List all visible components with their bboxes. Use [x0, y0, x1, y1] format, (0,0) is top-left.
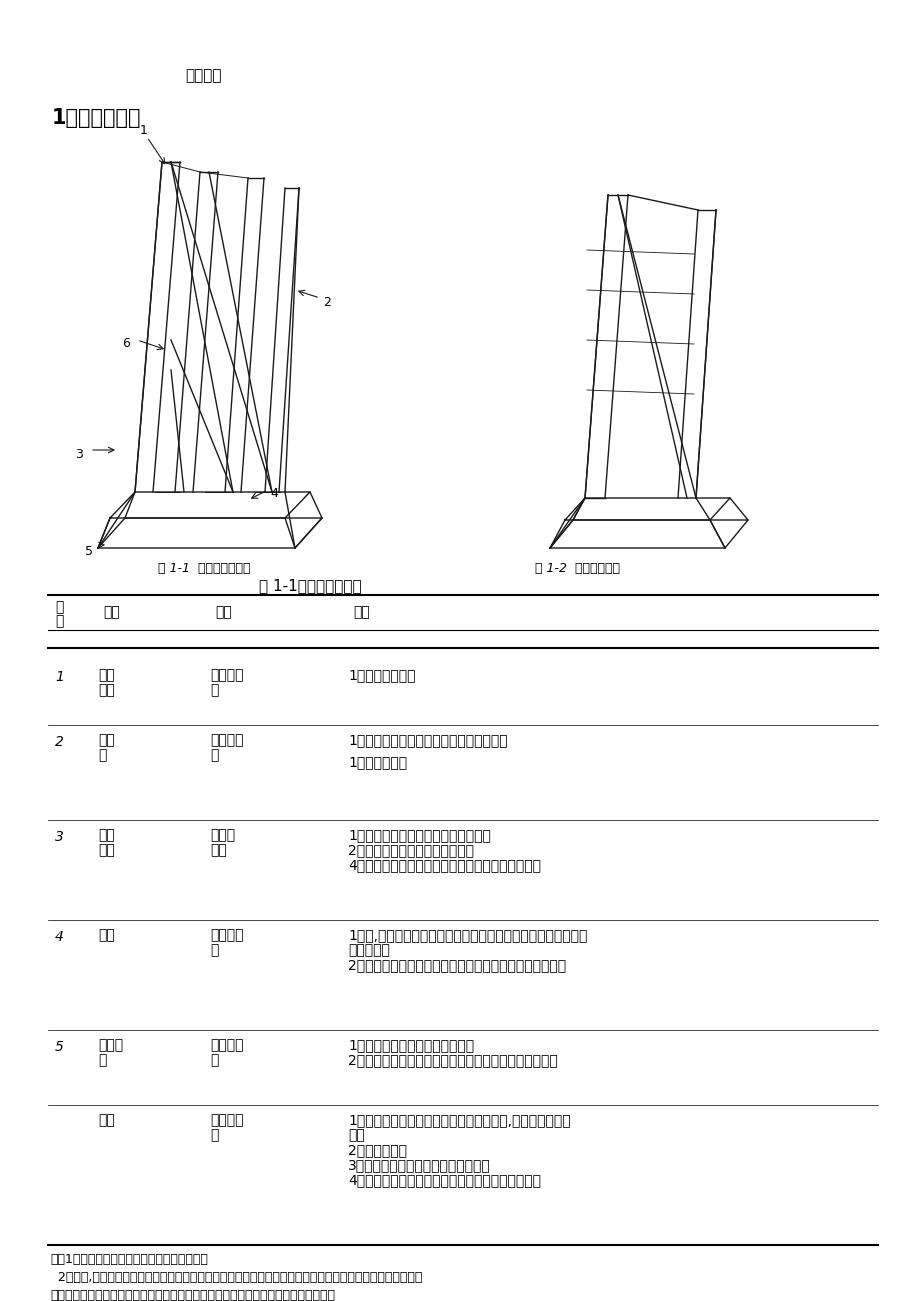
- Text: 4兜住砂土体，限制挡墙面板水平方向上的挠曲变形: 4兜住砂土体，限制挡墙面板水平方向上的挠曲变形: [347, 857, 540, 872]
- Text: 1提富面板平行于面板方向的抗压性能: 1提富面板平行于面板方向的抗压性能: [347, 827, 491, 842]
- Text: 编: 编: [55, 600, 63, 614]
- Text: 板: 板: [98, 1053, 107, 1067]
- Text: 2提供传递自斜拉筋的侧压力与砂土竖向压力的平衡载体: 2提供传递自斜拉筋的侧压力与砂土竖向压力的平衡载体: [347, 1053, 557, 1067]
- Text: 5: 5: [55, 1039, 63, 1054]
- Text: 1固沙,提高格室内沙土与格室上方沙土的摩擦力以增强挡墙底部: 1固沙,提高格室内沙土与格室上方沙土的摩擦力以增强挡墙底部: [347, 928, 586, 942]
- Text: 1承受沙土侧应力: 1承受沙土侧应力: [347, 667, 415, 682]
- Text: 4: 4: [269, 487, 278, 500]
- Text: 1: 1: [55, 670, 63, 684]
- Text: 3: 3: [75, 448, 83, 461]
- Text: 1提高面板刚度: 1提高面板刚度: [347, 755, 407, 769]
- Text: 板: 板: [210, 1128, 218, 1142]
- Text: 挡墙: 挡墙: [98, 827, 115, 842]
- Text: 灰底白: 灰底白: [210, 827, 235, 842]
- Text: 斜拉: 斜拉: [98, 732, 115, 747]
- Text: 图 1-1  挡墙整体示意图: 图 1-1 挡墙整体示意图: [158, 562, 250, 575]
- Text: 图 1-2  挡墙单元示意: 图 1-2 挡墙单元示意: [535, 562, 619, 575]
- Text: 3提高面板平行于面板方向的抗压性能: 3提高面板平行于面板方向的抗压性能: [347, 1158, 490, 1172]
- Text: 灰底白纸: 灰底白纸: [210, 928, 244, 942]
- Text: 5: 5: [85, 545, 93, 558]
- Text: 表 1-1挡墙各结构说明: 表 1-1挡墙各结构说明: [258, 578, 361, 593]
- Text: 故重要传力构件的连接处均采用白面与白面连接，如斜拉筋与板肋、格室之间的连接。: 故重要传力构件的连接处均采用白面与白面连接，如斜拉筋与板肋、格室之间的连接。: [50, 1289, 335, 1301]
- Text: 材料: 材料: [215, 605, 232, 619]
- Text: 拉筋: 拉筋: [347, 1128, 364, 1142]
- Text: 2提高面板刚度: 2提高面板刚度: [347, 1144, 406, 1157]
- Text: 名称: 名称: [103, 605, 119, 619]
- Text: 板: 板: [210, 1053, 218, 1067]
- Text: 2经测试,灰底白板纸白面之间用双面胶连接的连接强度远高于灰面与灰面之间、灰面与白面之间的连接强度，: 2经测试,灰底白板纸白面之间用双面胶连接的连接强度远高于灰面与灰面之间、灰面与白…: [50, 1271, 422, 1284]
- Text: 2: 2: [55, 735, 63, 749]
- Text: 格室: 格室: [98, 928, 115, 942]
- Text: 2与箱体产生摩擦力提供部分抗力: 2与箱体产生摩擦力提供部分抗力: [347, 843, 473, 857]
- Text: 侧板: 侧板: [98, 843, 115, 857]
- Text: 板肋: 板肋: [98, 1112, 115, 1127]
- Text: 6: 6: [122, 337, 130, 350]
- Text: 1提供挡墙面板与斜拉筋之间稳定的连接面,传递侧压力至斜: 1提供挡墙面板与斜拉筋之间稳定的连接面,传递侧压力至斜: [347, 1112, 570, 1127]
- Text: 1连接板肋与挡墙底板，传递侧压力至底板: 1连接板肋与挡墙底板，传递侧压力至底板: [347, 732, 507, 747]
- Text: 1: 1: [140, 124, 148, 137]
- Text: 筋: 筋: [98, 748, 107, 762]
- Text: 面板: 面板: [98, 683, 115, 697]
- Text: 2: 2: [323, 297, 331, 310]
- Text: 挡墙底: 挡墙底: [98, 1038, 123, 1053]
- Text: 3: 3: [55, 830, 63, 844]
- Text: 的整体抗力: 的整体抗力: [347, 943, 390, 958]
- Text: 1与箱体产生摩擦力提供部分抗力: 1与箱体产生摩擦力提供部分抗力: [347, 1038, 473, 1053]
- Text: 灰底白纸: 灰底白纸: [210, 732, 244, 747]
- Text: 灰底白纸: 灰底白纸: [210, 1112, 244, 1127]
- Text: 灰底白纸: 灰底白纸: [210, 1038, 244, 1053]
- Text: 板: 板: [210, 683, 218, 697]
- Text: 1模型图与说明: 1模型图与说明: [52, 108, 142, 127]
- Text: 灰底白纸: 灰底白纸: [210, 667, 244, 682]
- Text: 注：1用于粘接的构件接头在图中未完全画出。: 注：1用于粘接的构件接头在图中未完全画出。: [50, 1253, 208, 1266]
- Text: 2提供斜拉筋与底板之间稳定的连接面，传递侧压力至底板: 2提供斜拉筋与底板之间稳定的连接面，传递侧压力至底板: [347, 958, 565, 972]
- Text: 功能: 功能: [353, 605, 369, 619]
- Text: 纸板: 纸板: [210, 843, 226, 857]
- Text: 号: 号: [55, 614, 63, 628]
- Text: 方案简述: 方案简述: [185, 68, 221, 83]
- Text: 4: 4: [55, 930, 63, 945]
- Text: 挡墙: 挡墙: [98, 667, 115, 682]
- Text: 板: 板: [210, 943, 218, 958]
- Text: 4兜住砂土体，限制挡墙面板水平方向上的挠曲变形: 4兜住砂土体，限制挡墙面板水平方向上的挠曲变形: [347, 1174, 540, 1187]
- Text: 板: 板: [210, 748, 218, 762]
